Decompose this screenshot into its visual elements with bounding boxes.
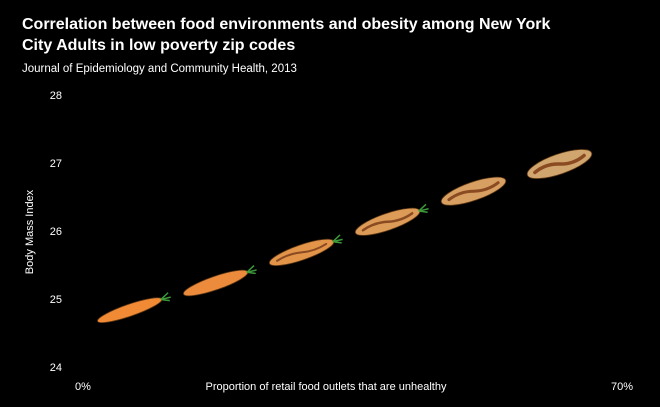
sausage [276,242,328,262]
leaf [160,292,171,302]
food-item [268,234,343,266]
chart-title: Correlation between food environments an… [22,16,551,54]
y-tick-label: 24 [50,362,62,374]
chart-subtitle: Journal of Epidemiology and Community He… [22,63,297,75]
point [97,297,163,324]
y-tick-label: 25 [50,294,62,306]
point [183,269,249,297]
y-axis-label: Body Mass Index [24,189,36,274]
food-item [526,149,593,179]
leaf [332,234,343,244]
sausage [447,181,500,202]
x-axis-label: Proportion of retail food outlets that a… [206,381,447,393]
sausage [361,212,414,232]
x-tick-label: 70% [611,381,633,393]
food-item [183,264,257,297]
leaf [246,264,257,275]
y-tick-label: 27 [50,158,62,170]
x-tick-label: 0% [75,381,91,393]
food-item [440,176,507,206]
food-item [97,292,171,324]
y-tick-label: 28 [50,90,62,102]
food-item [354,203,429,236]
leaf [418,203,429,213]
sausage [533,153,586,175]
y-tick-label: 26 [50,226,62,238]
